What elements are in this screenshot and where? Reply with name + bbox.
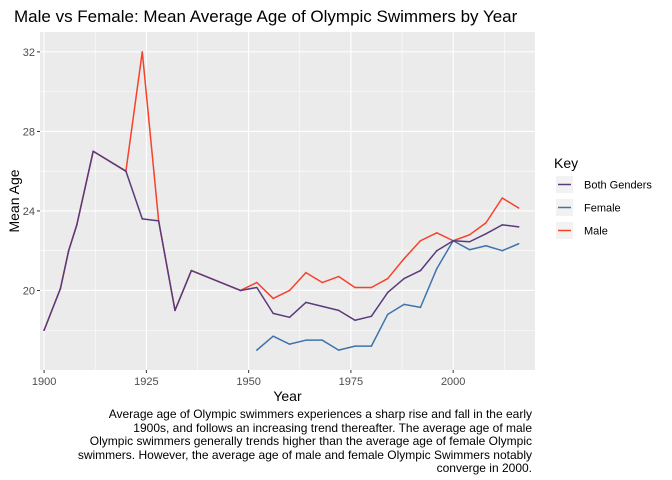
data-point-both-genders xyxy=(157,220,160,222)
data-point-male xyxy=(321,281,324,284)
chart-caption: Average age of Olympic swimmers experien… xyxy=(0,407,532,476)
data-point-female xyxy=(517,242,520,245)
data-point-both-genders xyxy=(59,287,62,290)
data-point-both-genders xyxy=(76,224,78,226)
data-point-male xyxy=(403,257,405,260)
data-point-female xyxy=(354,345,356,347)
plot-panel xyxy=(40,32,535,370)
caption-line: Average age of Olympic swimmers experien… xyxy=(108,407,532,421)
data-point-both-genders xyxy=(370,315,373,318)
chart-title: Male vs Female: Mean Average Age of Olym… xyxy=(14,7,518,26)
data-point-both-genders xyxy=(386,291,389,294)
x-axis-label: Year xyxy=(273,388,302,404)
data-point-female xyxy=(272,335,274,338)
data-point-female xyxy=(288,343,291,345)
data-point-male xyxy=(141,51,144,53)
data-point-male xyxy=(256,281,258,284)
data-point-both-genders xyxy=(141,218,144,220)
data-point-both-genders xyxy=(517,226,520,228)
y-tick-label: 32 xyxy=(23,47,35,59)
data-point-male xyxy=(468,234,471,236)
series-layer xyxy=(43,51,520,351)
data-point-both-genders xyxy=(485,233,487,235)
data-point-both-genders xyxy=(501,224,504,226)
line-chart: Male vs Female: Mean Average Age of Olym… xyxy=(6,7,652,404)
data-point-male xyxy=(436,232,438,234)
data-point-both-genders xyxy=(43,329,45,332)
data-point-both-genders xyxy=(272,312,274,315)
legend: Key Both Genders Female Male xyxy=(554,155,652,239)
data-point-female xyxy=(370,345,373,347)
data-point-male xyxy=(288,289,291,292)
data-point-male xyxy=(305,271,307,274)
y-tick-label: 20 xyxy=(23,285,35,297)
data-point-both-genders xyxy=(321,305,324,308)
data-point-male xyxy=(337,275,340,278)
data-point-female xyxy=(468,248,471,251)
data-point-female xyxy=(403,303,405,306)
data-point-both-genders xyxy=(354,319,356,322)
data-point-male xyxy=(501,197,504,199)
data-point-female xyxy=(501,249,504,252)
data-point-female xyxy=(386,313,389,316)
data-point-both-genders xyxy=(468,240,471,243)
data-point-male xyxy=(485,222,487,224)
x-tick-label: 1900 xyxy=(32,376,56,388)
caption-line: 1900s, and follows an increasing trend t… xyxy=(133,420,532,435)
data-point-both-genders xyxy=(190,269,193,272)
data-point-both-genders xyxy=(452,239,454,242)
y-axis: 20 24 28 32 xyxy=(23,47,40,297)
data-point-both-genders xyxy=(436,249,438,252)
data-point-both-genders xyxy=(305,301,307,304)
y-tick-label: 28 xyxy=(23,126,35,138)
legend-title: Key xyxy=(554,155,578,171)
data-point-both-genders xyxy=(67,249,70,252)
legend-label-male: Male xyxy=(584,226,608,238)
data-point-female xyxy=(337,349,340,351)
data-point-female xyxy=(485,244,487,247)
data-point-both-genders xyxy=(256,286,258,289)
data-point-female xyxy=(419,306,422,309)
data-point-female xyxy=(436,267,438,270)
caption-line: converge in 2000. xyxy=(436,461,532,475)
data-point-male xyxy=(272,297,274,300)
x-tick-label: 1975 xyxy=(339,376,363,388)
grid-minor xyxy=(40,32,535,370)
data-point-male xyxy=(386,277,389,280)
data-point-female xyxy=(305,339,307,341)
data-point-female xyxy=(256,349,258,351)
series-line-both-genders xyxy=(43,150,519,331)
y-tick-label: 24 xyxy=(23,206,35,218)
data-point-male xyxy=(370,286,373,289)
data-point-both-genders xyxy=(239,289,242,292)
caption-line: swimmers. However, the average age of ma… xyxy=(77,447,532,462)
data-point-male xyxy=(354,286,356,289)
x-tick-label: 2000 xyxy=(441,376,465,388)
data-point-both-genders xyxy=(174,309,176,312)
legend-label-female: Female xyxy=(584,203,621,215)
data-point-male xyxy=(419,239,422,242)
caption-line: Olympic swimmers generally trends higher… xyxy=(89,434,532,448)
x-tick-label: 1950 xyxy=(236,376,260,388)
data-point-both-genders xyxy=(337,309,340,312)
data-point-both-genders xyxy=(403,277,405,280)
data-point-both-genders xyxy=(288,316,291,319)
data-point-male xyxy=(517,207,520,209)
x-tick-label: 1925 xyxy=(134,376,158,388)
data-point-both-genders xyxy=(92,150,94,153)
data-point-female xyxy=(321,339,324,341)
legend-label-both-genders: Both Genders xyxy=(584,180,652,192)
y-axis-label: Mean Age xyxy=(6,169,22,232)
data-point-both-genders xyxy=(419,269,422,272)
x-axis: 1900 1925 1950 1975 2000 xyxy=(32,370,465,388)
data-point-both-genders xyxy=(125,170,127,172)
